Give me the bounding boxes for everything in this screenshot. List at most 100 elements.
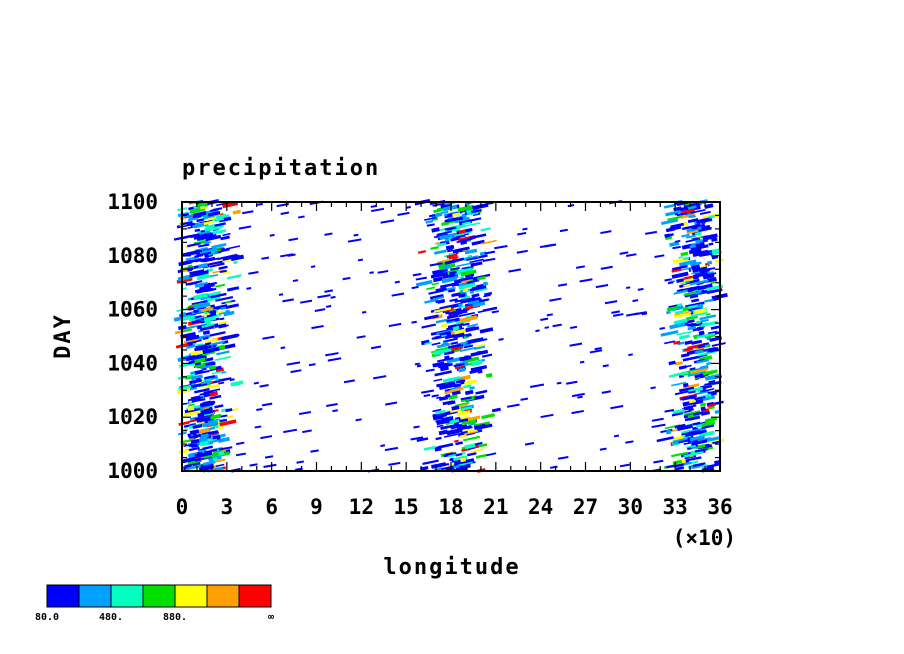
precip-cell [212,317,220,322]
precip-cell [191,314,205,320]
precip-cell [524,442,535,446]
precip-cell [448,257,465,264]
precip-cell [480,239,497,245]
precip-cell [295,467,303,471]
precip-cell [477,368,483,374]
precip-cell [200,294,215,301]
precip-cell [455,234,466,239]
precip-cell [226,286,240,292]
precip-cell [230,254,245,262]
precip-cell [454,219,464,224]
precip-cell [419,465,429,471]
precip-cell [462,322,470,327]
precip-cell [445,394,451,398]
precip-cell [326,403,338,407]
precip-cell [192,292,209,300]
precip-cell [196,218,205,223]
precip-cell [671,271,689,279]
colorbar-labels: 80.0 480. 880. ∞ [35,612,274,623]
precip-cell [458,367,466,373]
precip-cell [473,345,486,351]
precip-cell [676,212,688,217]
precip-cell [691,339,703,345]
precip-cell [457,461,473,467]
precip-cell [220,414,228,418]
precip-cell [276,203,289,208]
precip-cell [220,253,238,259]
precip-cell [445,428,459,435]
precip-cell [453,459,461,465]
precip-cell [210,340,225,346]
precip-cell [450,266,460,271]
precip-cell [187,242,201,248]
precip-cell [194,281,209,288]
precip-cell [659,326,666,330]
precip-cell [463,344,474,349]
precip-cell [694,275,700,280]
precip-cell [416,437,429,443]
precip-cell [194,387,210,394]
precip-cell [442,273,456,280]
precip-cell [491,407,501,413]
precip-cell [204,224,222,233]
precip-cell [214,404,224,409]
precip-cell [206,311,217,318]
precip-cell [600,265,613,270]
precip-cell [449,309,456,313]
precip-cell [671,412,683,417]
precip-cell [557,283,568,287]
x-tick-label: 30 [618,495,643,519]
precip-cell [704,381,718,386]
precip-cell [437,242,447,247]
precip-cell [450,386,462,391]
precip-cell [692,462,706,467]
colorbar-label: ∞ [268,612,274,623]
precip-cell [207,291,221,297]
chart-title: precipitation [182,156,380,181]
precip-cell [673,318,688,325]
precip-cell [650,386,656,390]
precip-cell [704,417,718,423]
precip-cell [282,298,294,303]
precip-cell [664,408,675,413]
precip-cell [702,233,718,241]
precip-cell [687,205,697,210]
precip-cell [433,307,452,313]
precip-cell [674,310,684,315]
precip-cell [220,306,228,311]
precip-cell [685,280,691,284]
precip-cell [481,353,493,358]
x-tick-label: 18 [438,495,463,519]
precip-cell [415,276,427,281]
precip-cell [459,276,474,282]
precip-cell [673,312,692,319]
precip-cell [449,423,462,429]
precip-cell [680,213,696,219]
precip-cell [218,323,227,329]
precip-cell [187,264,193,269]
precip-cell [280,346,286,350]
precip-cell [457,428,463,433]
precip-cell [665,236,673,241]
precip-cell [433,249,447,255]
colorbar-swatch [78,584,112,608]
precip-cell [530,383,545,388]
precip-cell [424,314,439,321]
precip-cell [211,242,227,249]
precip-cell [671,451,689,458]
precip-cell [353,233,359,237]
precip-cell [213,207,223,211]
precip-cell [540,413,554,419]
precip-cell [200,380,212,385]
precip-cell [430,271,449,279]
precip-cell [417,250,427,254]
precip-cell [269,233,275,237]
precip-cell [676,303,683,307]
precip-cell [434,446,442,452]
precip-cell [678,288,684,292]
precip-cell [202,460,216,466]
colorbar-swatch [174,584,208,608]
precip-cell [394,280,400,284]
precip-cell [706,260,713,265]
precip-cell [676,424,693,432]
